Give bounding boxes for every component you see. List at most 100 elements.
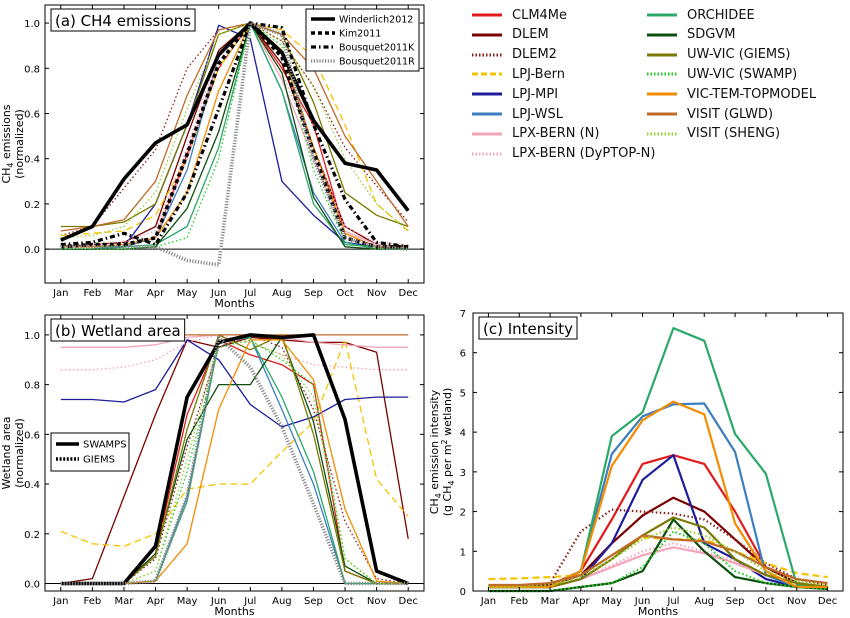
series-line-clm4me — [488, 454, 828, 589]
legend-swatch — [472, 72, 502, 76]
legend-item: LPJ-WSL — [472, 104, 563, 124]
series-line-visit-glwd- — [488, 534, 828, 587]
legend-label: LPX-BERN (N) — [512, 126, 600, 142]
series-line-visit-sheng- — [60, 341, 409, 585]
series-line-lpj-wsl — [488, 402, 828, 589]
legend-label: SDGVM — [687, 27, 736, 43]
legend-item: VISIT (SHENG) — [647, 124, 780, 144]
x-tick-label: Sep — [726, 596, 745, 607]
x-tick-label: Jul — [243, 596, 256, 607]
legend-item: LPJ-MPI — [472, 84, 558, 104]
panel-c: Jan Feb Mar Apr May Jun Jul Aug Sep Oct Nov Dec 0 1 2 3… — [460, 309, 844, 618]
obs-legend-b: SWAMPS GIEMS — [50, 432, 130, 472]
legend-item: LPX-BERN (N) — [472, 124, 599, 144]
x-tick-label: Jun — [634, 596, 651, 607]
x-tick-label: Sep — [304, 596, 323, 607]
y-tick-label: 7 — [460, 309, 466, 320]
x-tick-label: Jun — [210, 288, 227, 299]
legend-swatch — [472, 92, 502, 96]
legend-item: UW-VIC (SWAMP) — [647, 64, 797, 84]
x-tick-label: Aug — [694, 596, 714, 607]
legend-swatch — [647, 13, 677, 17]
legend-label: Kim2011 — [339, 29, 381, 40]
series-line-orchidee — [60, 22, 409, 248]
y-tick-label: 3 — [460, 468, 466, 479]
axes-frame — [44, 314, 425, 592]
legend-label: ORCHIDEE — [687, 7, 755, 23]
legend-item: DLEM2 — [472, 45, 557, 65]
legend-label: VISIT (SHENG) — [687, 126, 781, 142]
y-tick-label: 0.4 — [24, 155, 40, 166]
legend-swatch — [647, 92, 677, 96]
x-tick-label: Dec — [818, 596, 837, 607]
legend-swatch — [647, 72, 677, 76]
legend-swatch — [647, 132, 677, 136]
series-line-uw-vic-giems- — [60, 22, 409, 228]
legend-item: LPX-BERN (DyPTOP-N) — [472, 144, 655, 164]
obs-line-bousquet2011k — [60, 21, 409, 249]
x-tick-label: Oct — [336, 596, 353, 607]
x-tick-label: Oct — [336, 288, 353, 299]
x-tick-label: Jul — [666, 596, 679, 607]
legend-swatch — [472, 53, 502, 57]
x-tick-label: Jan — [52, 288, 68, 299]
legend-item: VISIT (GLWD) — [647, 104, 773, 124]
legend-label: LPX-BERN (DyPTOP-N) — [512, 146, 656, 162]
y-tick-label: 1.0 — [24, 19, 40, 30]
obs-line-bousquet2011r — [60, 21, 409, 267]
x-tick-label: Oct — [757, 596, 774, 607]
legend-label: UW-VIC (GIEMS) — [687, 47, 791, 63]
y-tick-label: 6 — [460, 349, 466, 360]
legend-frame — [50, 432, 130, 472]
series-line-vic-tem-topmodel — [488, 400, 828, 589]
series-line-lpj-mpi — [488, 454, 828, 589]
panel-title: (a) CH4 emissions — [55, 12, 191, 30]
y-axis-label-a: CH4 emissions(normalized) — [0, 104, 26, 183]
x-tick-label: Mar — [115, 288, 135, 299]
x-axis-label: Months — [214, 297, 254, 310]
y-axis-label-b: Wetland area(normalized) — [0, 416, 26, 489]
legend-label: VIC-TEM-TOPMODEL — [687, 86, 817, 102]
legend-item: LPJ-Bern — [472, 64, 565, 84]
series-line-lpx-bern-dyptop-n- — [60, 22, 409, 246]
x-tick-label: May — [177, 288, 198, 299]
legend-item: SDGVM — [647, 25, 735, 45]
series-line-visit-glwd- — [60, 22, 409, 232]
legend-label: Bousquet2011K — [339, 43, 415, 54]
series-line-lpj-mpi — [60, 339, 409, 428]
x-tick-label: May — [177, 596, 198, 607]
y-tick-label: 0.4 — [24, 480, 40, 491]
x-tick-label: Sep — [304, 288, 323, 299]
obs-line-swamps — [60, 333, 409, 586]
legend-label: SWAMPS — [83, 440, 127, 451]
legend-swatch — [472, 152, 502, 156]
y-tick-label: 0.8 — [24, 381, 40, 392]
series-line-visit-sheng- — [488, 526, 828, 589]
y-axis-label-c: CH4 emission intensity(g CH4 per m2 wetl… — [428, 388, 456, 517]
legend-swatch — [472, 13, 502, 17]
obs-legend-a: Winderlich2012 Kim2011 Bousquet2011K Bousqu… — [305, 8, 420, 72]
legend-label: GIEMS — [83, 455, 115, 466]
legend-label: DLEM2 — [512, 47, 557, 63]
legend-item: VIC-TEM-TOPMODEL — [647, 84, 816, 104]
x-tick-label: Apr — [572, 596, 590, 607]
legend-label: Winderlich2012 — [339, 15, 413, 26]
panel-title: (c) Intensity — [483, 320, 573, 338]
x-axis-label: Months — [214, 605, 254, 618]
y-tick-label: 4 — [460, 428, 466, 439]
legend-swatch — [472, 132, 502, 136]
axes-frame — [44, 4, 425, 284]
x-tick-label: Mar — [115, 596, 135, 607]
legend-item: UW-VIC (GIEMS) — [647, 45, 790, 65]
y-tick-label: 0.6 — [24, 430, 40, 441]
x-tick-label: Jan — [52, 596, 68, 607]
legend-label: CLM4Me — [512, 7, 568, 23]
x-tick-label: Jun — [210, 596, 227, 607]
panel-a: Jan Feb Mar Apr May Jun Jul Aug Sep Oct Nov Dec 0.0 0… — [24, 4, 425, 310]
x-tick-label: Mar — [541, 596, 561, 607]
x-tick-label: Feb — [84, 596, 102, 607]
x-tick-label: Nov — [367, 288, 387, 299]
model-legend: CLM4Me DLEM DLEM2 LPJ-Bern LPJ-MPI LPJ-WSL LPX… — [470, 5, 845, 165]
legend-swatch — [647, 33, 677, 37]
legend-swatch — [647, 112, 677, 116]
